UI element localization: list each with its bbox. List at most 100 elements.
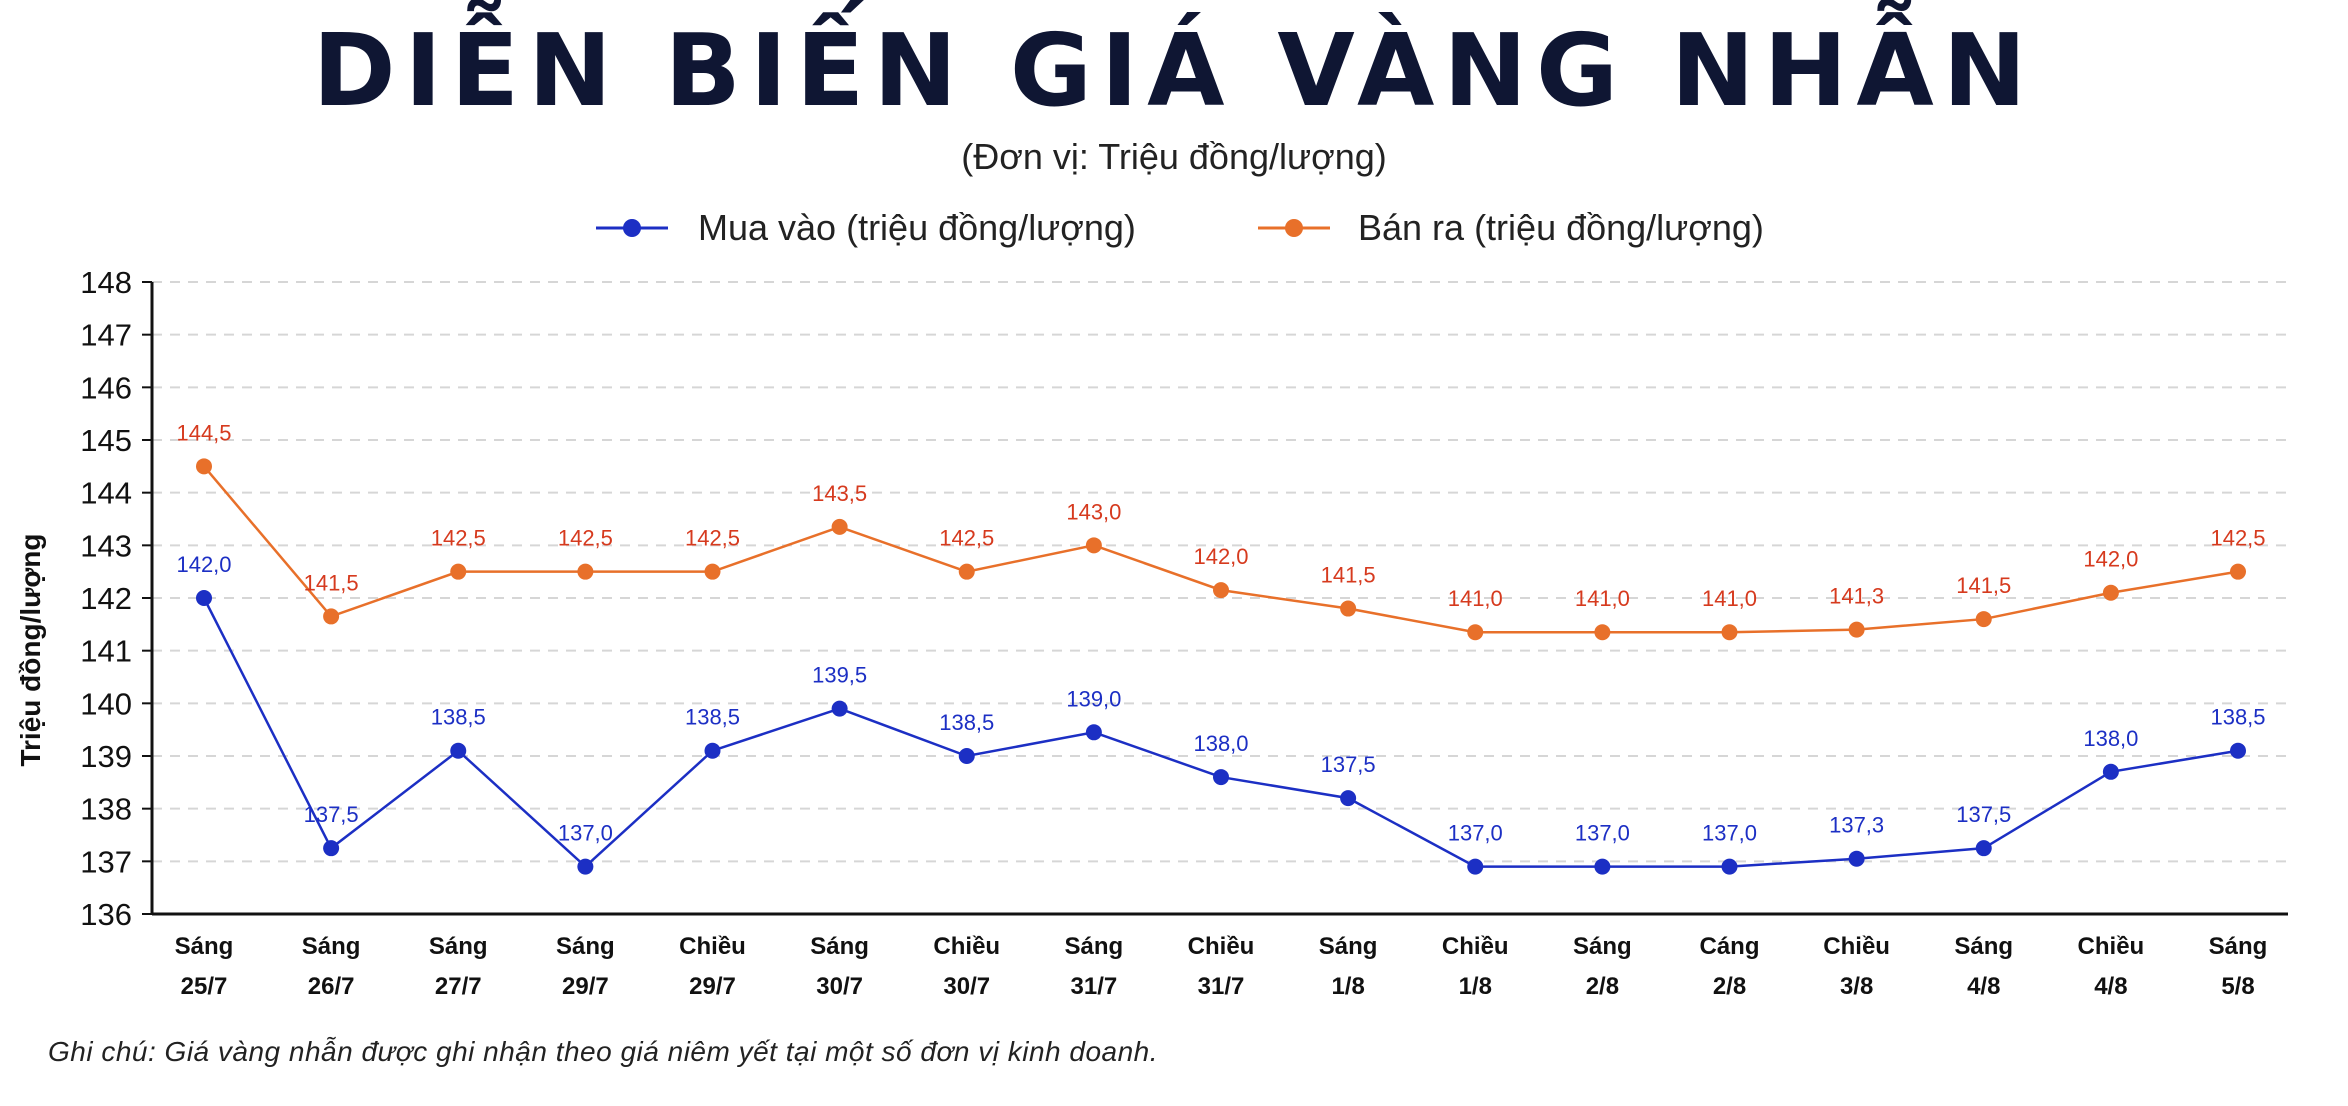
data-point (1340, 600, 1357, 617)
data-point (1467, 624, 1484, 641)
data-label: 137,5 (304, 802, 359, 827)
data-label: 137,0 (1448, 821, 1503, 846)
x-tick-label-period: Sáng (302, 933, 361, 960)
data-point (2102, 584, 2119, 601)
x-tick-label-period: Sáng (429, 933, 488, 960)
y-axis-label: Triệu đồng/lượng (15, 533, 46, 766)
x-tick-label-date: 26/7 (308, 973, 355, 1000)
data-label: 142,5 (2210, 526, 2265, 551)
data-point (1085, 724, 1102, 741)
data-label: 137,5 (1956, 802, 2011, 827)
data-point (1848, 850, 1865, 867)
data-point (958, 748, 975, 764)
data-point (1721, 858, 1738, 875)
x-tick-label-period: Sáng (1319, 933, 1378, 960)
chart-subtitle: (Đơn vị: Triệu đồng/lượng) (961, 136, 1387, 177)
x-tick-label-period: Chiều (1188, 933, 1255, 960)
data-point (450, 742, 467, 759)
x-tick-label-period: Sáng (175, 933, 234, 960)
y-tick-label: 136 (80, 897, 132, 932)
footnote: Ghi chú: Giá vàng nhẫn được ghi nhận the… (48, 1036, 1159, 1067)
data-label: 142,0 (1193, 544, 1248, 569)
data-point (577, 858, 594, 875)
data-label: 138,5 (939, 710, 994, 735)
data-point (704, 742, 721, 759)
data-point (1975, 840, 1992, 857)
x-tick-label-period: Chiều (933, 933, 1000, 960)
x-tick-label-period: Chiều (1823, 933, 1890, 960)
x-tick-label-date: 29/7 (689, 973, 736, 1000)
data-label: 142,5 (939, 526, 994, 551)
data-label: 143,0 (1066, 499, 1121, 524)
data-point (323, 608, 340, 625)
data-label: 139,5 (812, 663, 867, 688)
data-label: 144,5 (176, 420, 231, 445)
x-tick-label-date: 4/8 (1967, 973, 2000, 1000)
data-point (831, 518, 848, 535)
data-label: 141,0 (1448, 586, 1503, 611)
data-label: 142,5 (685, 526, 740, 551)
y-tick-label: 143 (80, 528, 132, 563)
x-tick-label-date: 2/8 (1713, 973, 1746, 1000)
data-point (196, 590, 212, 606)
data-label: 138,5 (2210, 705, 2265, 730)
x-tick-label-date: 25/7 (181, 973, 228, 1000)
x-tick-label-period: Sáng (1573, 933, 1632, 960)
axes: 136 137 138 139 140 141 142 143 144 145 146 147 148 S… (80, 265, 2288, 1000)
x-tick-label-date: 5/8 (2221, 973, 2254, 1000)
data-label: 141,5 (1956, 573, 2011, 598)
x-tick-label-date: 31/7 (1071, 973, 1118, 1000)
x-tick-label-date: 31/7 (1198, 973, 1245, 1000)
data-point (2230, 563, 2246, 580)
legend: Mua vào (triệu đồng/lượng) Bán ra (triệu … (596, 207, 1764, 248)
data-label: 139,0 (1066, 686, 1121, 711)
x-tick-label-date: 29/7 (562, 973, 609, 1000)
data-point (577, 563, 594, 580)
y-tick-label: 148 (80, 265, 132, 300)
x-tick-label-period: Chiều (1442, 933, 1509, 960)
x-tick-label-date: 2/8 (1586, 973, 1619, 1000)
data-point (323, 840, 340, 857)
data-point (1213, 582, 1229, 599)
series-group: 142,0 137,5 138,5 137,0 138,5 139,5 138,5 139,0… (176, 420, 2266, 875)
x-tick-label-period: Sáng (556, 933, 615, 960)
data-point (1594, 858, 1611, 875)
data-label: 141,3 (1829, 584, 1884, 609)
x-tick-label-period: Sáng (2209, 933, 2268, 960)
data-point (1975, 611, 1992, 628)
data-label: 137,3 (1829, 813, 1884, 838)
data-point (2102, 763, 2119, 780)
data-label: 138,5 (431, 705, 486, 730)
data-point (704, 563, 721, 580)
data-point (1340, 790, 1357, 807)
y-tick-label: 147 (80, 318, 132, 353)
x-tick-label-date: 1/8 (1331, 973, 1364, 1000)
data-label: 142,5 (558, 526, 613, 551)
data-label: 143,5 (812, 481, 867, 506)
legend-label: Bán ra (triệu đồng/lượng) (1358, 207, 1764, 248)
data-label: 138,0 (1193, 731, 1248, 756)
y-tick-label: 142 (80, 581, 132, 616)
data-point (1848, 621, 1865, 638)
data-label: 137,0 (1575, 821, 1630, 846)
data-point (1721, 624, 1738, 641)
data-point (450, 563, 467, 580)
data-point (831, 700, 848, 717)
y-tick-label: 141 (80, 634, 132, 669)
x-tick-label-period: Sáng (810, 933, 869, 960)
legend-marker (623, 219, 641, 237)
y-tick-label: 138 (80, 792, 132, 827)
y-tick-label: 139 (80, 739, 132, 774)
data-point (958, 563, 975, 580)
data-point (2230, 742, 2246, 759)
y-tick-label: 137 (80, 844, 132, 879)
data-label: 138,5 (685, 705, 740, 730)
data-point (1213, 769, 1229, 786)
y-tick-label: 146 (80, 370, 132, 405)
x-tick-label-period: Sáng (1954, 933, 2013, 960)
x-tick-label-period: Chiều (679, 933, 746, 960)
x-tick-label-period: Cáng (1700, 933, 1760, 960)
data-label: 141,0 (1575, 586, 1630, 611)
chart-title: DIỄN BIẾN GIÁ VÀNG NHẪN (312, 12, 2036, 129)
